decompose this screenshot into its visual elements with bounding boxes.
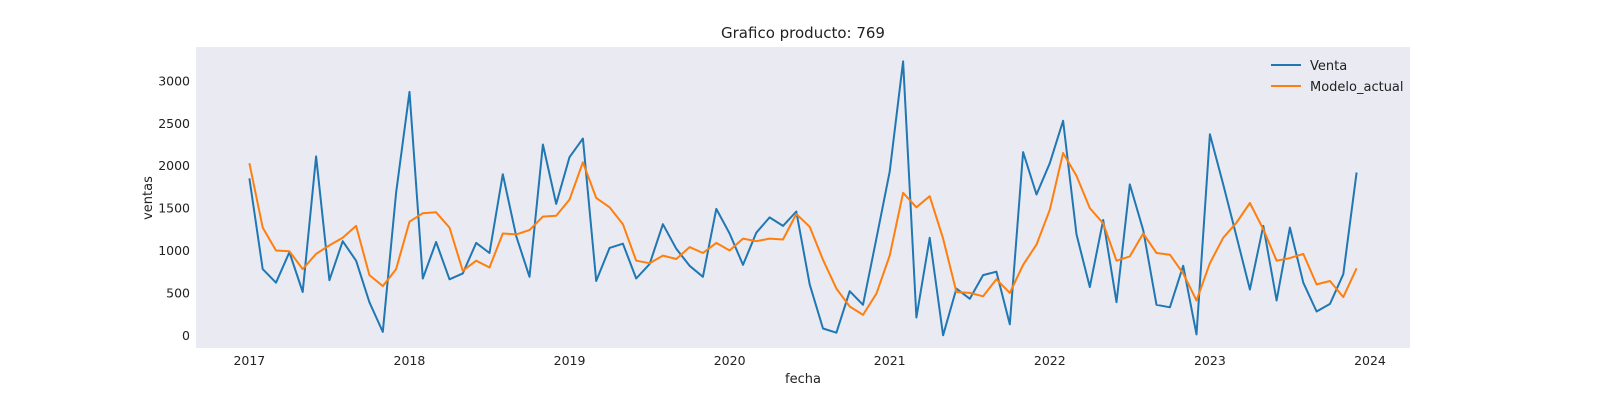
y-tick-label: 3000 xyxy=(158,73,190,88)
series-line-venta xyxy=(248,60,1358,337)
series-lines xyxy=(248,60,1358,337)
x-axis-ticks: 2017 2018 2019 2020 2021 2022 2023 2024 xyxy=(233,353,1385,368)
y-axis-ticks: 0 500 1000 1500 2000 2500 3000 xyxy=(158,73,190,342)
y-axis-label: ventas xyxy=(141,176,156,220)
plot-area xyxy=(196,47,1410,348)
legend-label-modelo-actual: Modelo_actual xyxy=(1310,80,1404,95)
x-axis-label: fecha xyxy=(785,372,821,387)
y-tick-label: 0 xyxy=(182,328,190,343)
y-tick-label: 1500 xyxy=(158,201,190,216)
y-tick-label: 2000 xyxy=(158,158,190,173)
x-tick-label: 2022 xyxy=(1034,353,1066,368)
y-tick-label: 2500 xyxy=(158,116,190,131)
y-tick-label: 500 xyxy=(166,285,190,300)
x-tick-label: 2024 xyxy=(1354,353,1386,368)
x-tick-label: 2019 xyxy=(554,353,586,368)
x-tick-label: 2021 xyxy=(874,353,906,368)
x-tick-label: 2017 xyxy=(233,353,265,368)
x-tick-label: 2018 xyxy=(394,353,426,368)
x-tick-label: 2020 xyxy=(714,353,746,368)
chart-title: Grafico producto: 769 xyxy=(721,24,885,42)
series-line-modelo-actual xyxy=(248,152,1358,316)
x-tick-label: 2023 xyxy=(1194,353,1226,368)
y-tick-label: 1000 xyxy=(158,243,190,258)
legend: Venta Modelo_actual xyxy=(1271,59,1404,95)
legend-label-venta: Venta xyxy=(1310,59,1347,74)
